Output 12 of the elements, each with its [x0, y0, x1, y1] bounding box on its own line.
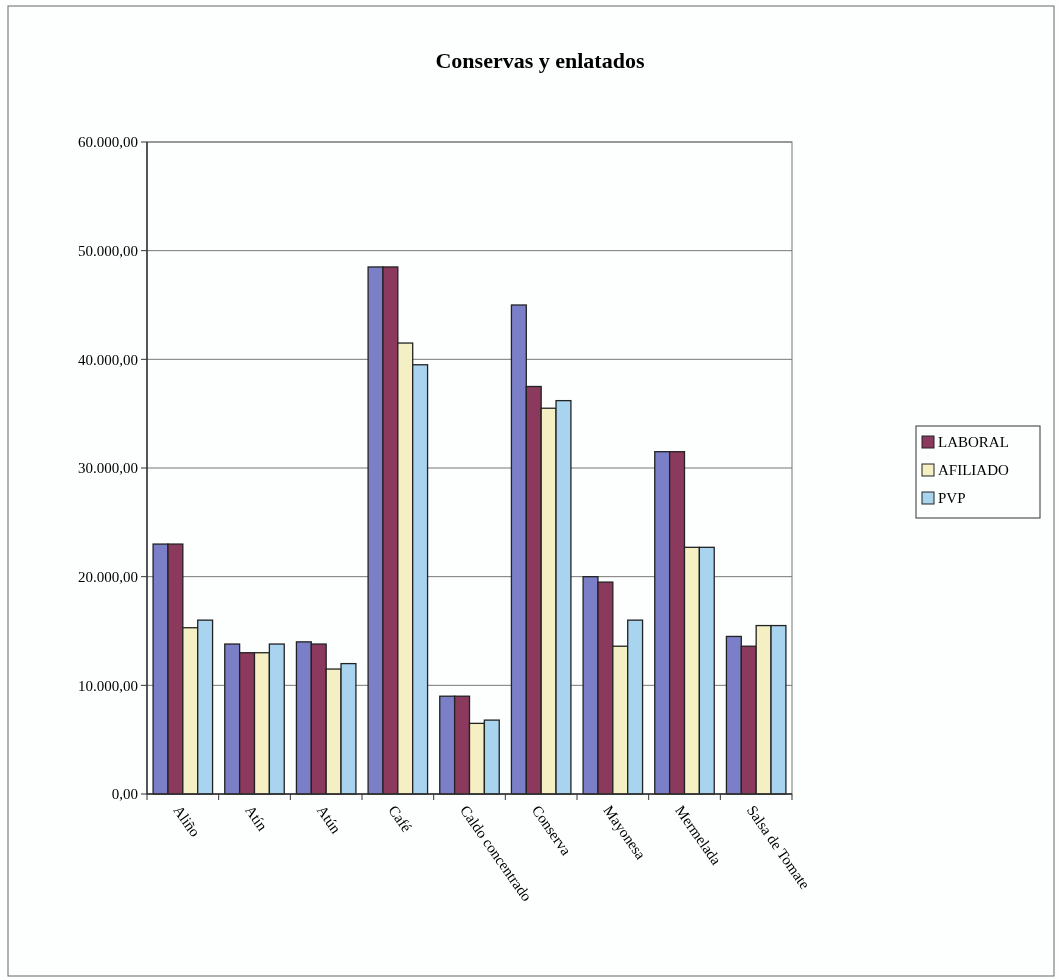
legend-label: PVP — [938, 490, 966, 507]
legend-label: LABORAL — [938, 434, 1009, 451]
y-tick-label: 0,00 — [111, 786, 138, 803]
y-tick-label: 50.000,00 — [78, 242, 138, 259]
x-tick-label: Atín — [242, 802, 271, 834]
legend-label: AFILIADO — [938, 462, 1009, 479]
chart-title: Conservas y enlatados — [435, 48, 645, 73]
y-tick-label: 40.000,00 — [78, 351, 138, 368]
y-tick-label: 20.000,00 — [78, 568, 138, 585]
y-tick-label: 30.000,00 — [78, 460, 138, 477]
y-tick-label: 60.000,00 — [78, 134, 138, 151]
y-tick-label: 10.000,00 — [78, 677, 138, 694]
